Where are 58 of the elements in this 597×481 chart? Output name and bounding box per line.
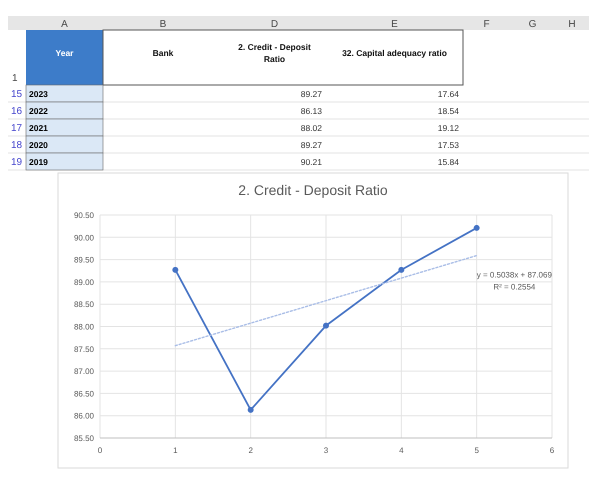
text: 19.12 (438, 123, 460, 133)
text: 89.27 (300, 140, 322, 150)
point (398, 266, 404, 273)
y-tick-label: 89.00 (74, 278, 95, 287)
text: D (270, 19, 278, 30)
text: 2021 (29, 123, 48, 133)
annotation: y = 0.5038x + 87.069 (476, 270, 552, 280)
text: 16 (11, 106, 23, 117)
annotation: R² = 0.2554 (493, 282, 536, 292)
text: Year (56, 48, 74, 58)
text: 2. Credit - Deposit Ratio (238, 42, 312, 64)
text: G (528, 19, 537, 30)
y-tick-label: 90.50 (74, 211, 95, 220)
point (474, 224, 480, 231)
text: 17.64 (438, 89, 460, 99)
y-tick-label: 89.50 (74, 256, 95, 265)
y-tick-label: 90.00 (74, 233, 95, 242)
text: 90.21 (300, 157, 322, 167)
x-tick-label: 6 (550, 446, 555, 455)
text: 17 (11, 123, 23, 134)
text: 2020 (29, 140, 48, 150)
text: 2022 (29, 106, 48, 116)
y-tick-label: 85.50 (74, 434, 95, 443)
y-tick-label: 86.00 (74, 412, 95, 421)
text: 32. Capital adequacy ratio (342, 48, 447, 58)
x-tick-label: 2 (248, 446, 254, 455)
text: 86.13 (300, 106, 322, 116)
text: 89.27 (300, 89, 322, 99)
text: 17.53 (438, 140, 460, 150)
text: F (483, 19, 490, 30)
point (248, 406, 254, 413)
text: 88.02 (300, 123, 322, 133)
text: B (160, 19, 167, 30)
text: Bank (152, 48, 174, 58)
chart-title: 2. Credit - Deposit Ratio (238, 182, 388, 198)
text: 18 (11, 140, 23, 151)
text: 15.84 (438, 157, 460, 167)
text: 19 (11, 157, 23, 168)
text: 1 (12, 73, 18, 84)
y-tick-label: 87.00 (74, 367, 95, 376)
text: 2023 (29, 89, 48, 99)
text: 2019 (29, 157, 48, 167)
x-tick-label: 4 (399, 446, 404, 455)
x-tick-label: 0 (98, 446, 103, 455)
y-tick-label: 86.50 (74, 389, 95, 398)
x-tick-label: 3 (324, 446, 329, 455)
text: E (391, 19, 398, 30)
text: 15 (11, 89, 23, 100)
point (172, 266, 178, 273)
point (323, 322, 329, 329)
x-tick-label: 5 (474, 446, 480, 455)
y-tick-label: 88.00 (74, 322, 95, 332)
text: H (568, 19, 576, 30)
text: 18.54 (438, 106, 460, 116)
y-tick-label: 87.50 (74, 344, 95, 354)
text: A (61, 19, 68, 30)
y-tick-label: 88.50 (74, 300, 95, 310)
x-tick-label: 1 (173, 446, 178, 455)
